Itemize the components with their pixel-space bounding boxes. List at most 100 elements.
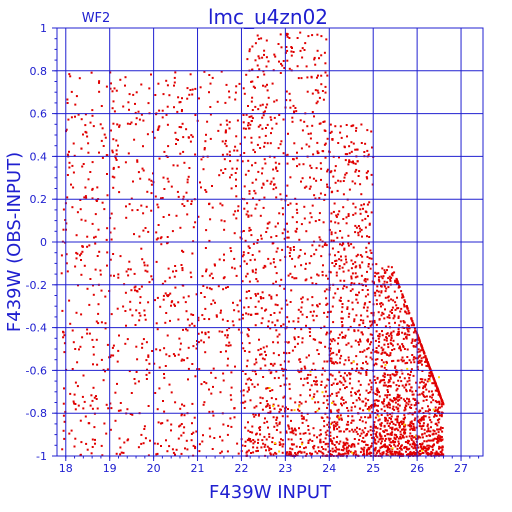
data-point — [404, 406, 407, 409]
data-point — [423, 432, 426, 435]
data-point — [287, 438, 290, 441]
data-point — [243, 407, 246, 409]
data-point — [423, 351, 426, 354]
data-point — [113, 87, 116, 90]
data-point — [265, 231, 268, 233]
data-point — [248, 342, 251, 345]
data-point — [384, 419, 387, 422]
data-point — [434, 437, 436, 440]
data-point — [343, 285, 346, 287]
data-point — [415, 381, 418, 384]
data-point — [297, 336, 300, 338]
data-point — [127, 274, 130, 277]
data-point — [282, 443, 285, 446]
data-point — [247, 449, 250, 452]
data-point — [255, 450, 258, 453]
data-point — [225, 119, 228, 122]
data-point — [91, 438, 94, 441]
data-point — [250, 452, 252, 454]
data-point — [218, 330, 221, 333]
data-point — [367, 383, 370, 386]
data-point — [194, 375, 197, 378]
data-point — [118, 334, 120, 337]
data-point — [347, 215, 350, 217]
data-point — [89, 404, 92, 407]
data-point — [320, 380, 323, 383]
data-point — [251, 109, 254, 111]
data-point — [366, 270, 368, 273]
data-point — [418, 359, 421, 362]
data-point — [324, 448, 327, 451]
data-point — [357, 396, 360, 399]
data-point — [316, 390, 319, 393]
data-point — [438, 393, 441, 396]
data-point — [300, 402, 303, 405]
data-point — [343, 372, 346, 375]
data-point — [203, 70, 206, 73]
data-point — [285, 352, 288, 355]
data-point — [100, 105, 103, 107]
data-point — [256, 34, 259, 37]
data-point — [339, 440, 342, 443]
data-point — [265, 400, 268, 403]
data-point — [99, 123, 102, 126]
data-point — [150, 73, 152, 76]
data-point — [398, 284, 401, 287]
data-point — [250, 440, 253, 443]
data-point — [129, 308, 132, 311]
data-point — [318, 219, 321, 221]
data-point — [294, 230, 297, 233]
data-point — [324, 62, 327, 65]
data-point — [408, 383, 411, 386]
data-point — [420, 380, 423, 383]
data-point — [186, 199, 189, 202]
data-point — [404, 408, 407, 411]
data-point — [286, 35, 289, 38]
data-point — [86, 235, 89, 238]
data-point — [321, 274, 324, 277]
data-point — [305, 262, 307, 265]
data-point — [333, 426, 335, 429]
data-point — [107, 407, 110, 410]
data-point — [366, 278, 369, 281]
data-point — [427, 378, 430, 381]
data-point — [377, 404, 379, 407]
data-point — [417, 421, 420, 424]
data-point — [314, 450, 317, 453]
data-point — [381, 445, 384, 448]
data-point — [112, 253, 115, 255]
data-point — [410, 454, 413, 457]
data-point — [269, 314, 272, 316]
data-point — [256, 143, 259, 146]
data-point — [189, 140, 192, 143]
data-point — [140, 285, 143, 288]
data-point — [130, 392, 133, 394]
y-tick-label: 0.2 — [30, 193, 48, 206]
data-point — [400, 448, 403, 450]
data-point — [157, 421, 160, 424]
data-point — [340, 418, 343, 421]
data-point — [414, 327, 416, 330]
data-point — [386, 389, 389, 391]
data-point — [162, 176, 165, 179]
data-point — [88, 332, 91, 335]
data-point — [425, 399, 428, 401]
data-point — [395, 406, 398, 409]
data-point — [307, 442, 310, 444]
data-point — [251, 270, 254, 273]
data-point — [357, 442, 360, 445]
data-point — [415, 444, 418, 447]
data-point — [275, 329, 278, 332]
data-point — [403, 431, 405, 434]
data-point — [387, 381, 390, 384]
data-point — [380, 284, 382, 287]
data-point — [79, 254, 81, 257]
data-point — [237, 328, 240, 331]
data-point — [350, 444, 353, 447]
data-point — [388, 393, 391, 396]
data-point — [254, 207, 257, 210]
data-point — [345, 437, 348, 440]
data-point — [274, 303, 277, 306]
data-point — [303, 49, 306, 51]
data-point — [390, 334, 393, 337]
